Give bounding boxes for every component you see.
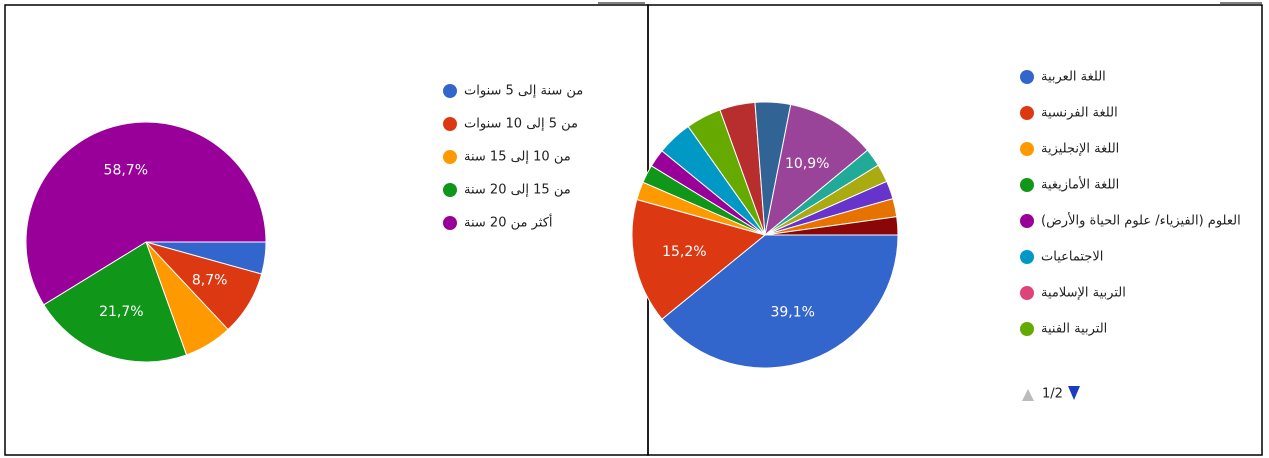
legend-swatch <box>1020 322 1034 336</box>
legend-label: أكثر من 20 سنة <box>464 214 553 231</box>
value-label: 58,7% <box>104 162 148 178</box>
value-label: 39,1% <box>770 305 814 321</box>
legend-swatch <box>1020 214 1034 228</box>
legend-label: من سنة إلى 5 سنوات <box>464 84 583 99</box>
value-label: 8,7% <box>192 273 228 289</box>
legend-prev[interactable] <box>1022 389 1034 401</box>
legend-swatch <box>1020 106 1034 120</box>
legend-label: من 5 إلى 10 سنوات <box>464 117 578 132</box>
legend-swatch <box>443 84 457 98</box>
legend-swatch <box>443 216 457 230</box>
legend-label: اللغة الفرنسية <box>1041 106 1118 121</box>
legend-swatch <box>443 183 457 197</box>
legend-label: من 10 إلى 15 سنة <box>464 150 571 165</box>
value-label: 10,9% <box>785 156 829 172</box>
pie-slice <box>43 241 188 363</box>
legend-swatch <box>443 117 457 131</box>
pie-slice <box>661 234 899 369</box>
legend-swatch <box>1020 286 1034 300</box>
legend-label: التربية الفنية <box>1041 322 1107 337</box>
value-label: 21,7% <box>99 304 143 320</box>
legend-swatch <box>1020 178 1034 192</box>
legend-swatch <box>1020 70 1034 84</box>
legend-label: الاجتماعيات <box>1041 250 1103 265</box>
value-label: 15,2% <box>662 244 706 260</box>
legend-label: اللغة الإنجليزية <box>1041 142 1119 157</box>
legend-swatch <box>1020 142 1034 156</box>
legend-swatch <box>443 150 457 164</box>
legend-label: من 15 إلى 20 سنة <box>464 183 571 198</box>
pie-slice <box>25 121 267 306</box>
pie-slice <box>631 198 767 320</box>
legend-label: التربية الإسلامية <box>1041 286 1126 301</box>
pie-slice <box>764 216 899 236</box>
pie-slice <box>764 103 869 237</box>
legend-swatch <box>1020 250 1034 264</box>
legend-label: اللغة الأمازيغية <box>1041 176 1119 193</box>
legend-page: 1/2 <box>1042 387 1063 402</box>
legend-next[interactable] <box>1068 386 1080 400</box>
legend-label: العلوم (الفيزياء/ علوم الحياة والأرض) <box>1041 212 1241 229</box>
legend-label: اللغة العربية <box>1041 70 1106 85</box>
